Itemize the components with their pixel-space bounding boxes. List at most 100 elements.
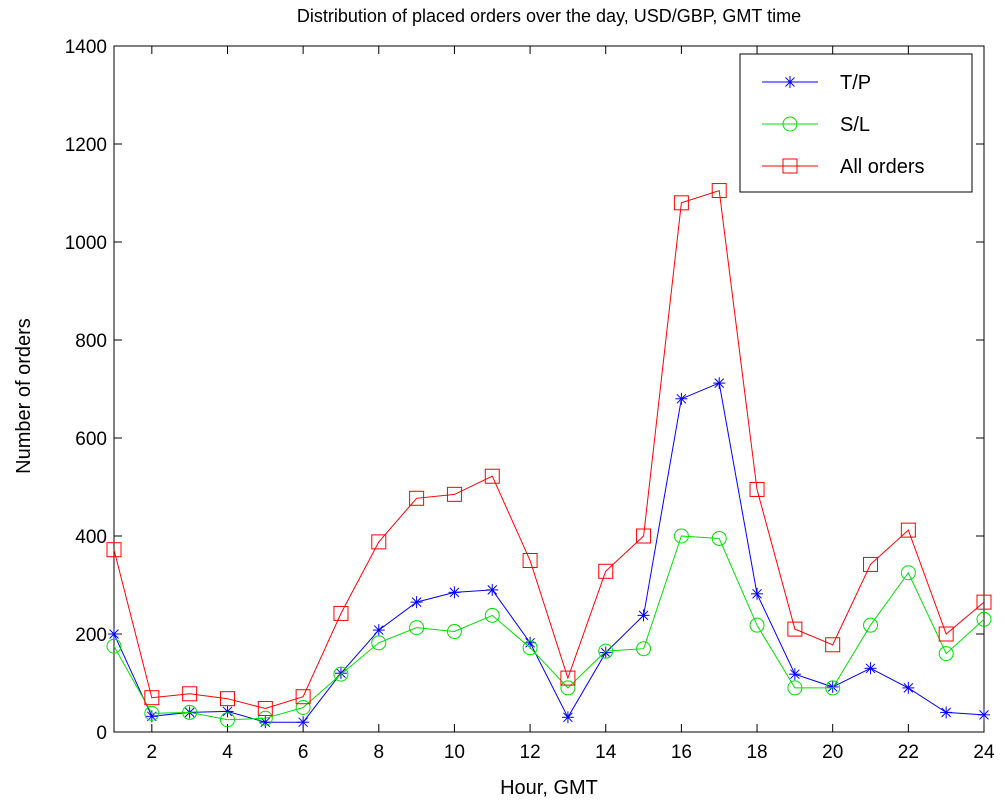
data-point [297,716,310,729]
data-point [334,667,347,680]
x-tick-label: 24 [973,742,995,763]
data-point [711,183,727,199]
data-point [863,617,879,633]
data-point [673,528,689,544]
data-point [598,563,614,579]
y-tick-label: 1400 [65,37,107,58]
x-tick-label: 18 [746,742,767,763]
chart-title: Distribution of placed orders over the d… [297,6,801,26]
legend-marker [782,158,798,174]
data-point [410,596,423,609]
data-point [863,556,879,572]
data-point [484,607,500,623]
data-point [221,705,234,718]
data-point [560,680,576,696]
data-point [976,594,992,610]
data-point [144,690,160,706]
y-tick-label: 800 [75,331,107,352]
series-line-0 [113,382,985,723]
data-point [788,668,801,681]
data-point [257,710,273,726]
data-point [182,686,198,702]
legend-entry-label: S/L [840,114,870,136]
data-point [825,680,841,696]
data-point [864,662,877,675]
x-tick-label: 4 [222,742,233,763]
legend-entry-label: T/P [840,72,871,94]
data-point [675,392,688,405]
x-tick-label: 6 [298,742,309,763]
data-point [106,638,122,654]
x-tick-label: 16 [671,742,692,763]
axes-box [113,45,985,733]
data-point [900,522,916,538]
data-point [673,195,689,211]
data-point [749,481,765,497]
data-point [713,377,726,390]
data-point [106,542,122,558]
data-point [333,666,349,682]
data-point [409,490,425,506]
data-point [371,635,387,651]
data-point [637,609,650,622]
data-point [976,611,992,627]
data-point [598,643,614,659]
y-tick-label: 0 [96,723,107,744]
data-point [144,705,160,721]
data-point [599,646,612,659]
data-point [446,624,462,640]
y-tick-label: 200 [75,625,107,646]
data-point [295,689,311,705]
data-point [787,680,803,696]
legend-entry-label: All orders [840,156,924,178]
data-point [219,712,235,728]
data-point [257,700,273,716]
data-point [522,640,538,656]
data-point [902,681,915,694]
x-tick-label: 22 [898,742,919,763]
y-tick-label: 600 [75,429,107,450]
x-tick-label: 12 [520,742,541,763]
data-point [940,706,953,719]
data-point [446,486,462,502]
data-point [448,586,461,599]
legend: T/P S/L All orders [739,53,973,193]
data-point [409,620,425,636]
data-point [219,691,235,707]
legend-marker [782,116,798,132]
x-tick-label: 2 [147,742,158,763]
data-point [978,708,990,721]
data-point [560,670,576,686]
data-point [524,636,537,649]
data-point [108,628,120,640]
data-point [787,621,803,637]
data-point [711,530,727,546]
legend-box [739,53,973,193]
data-point [636,641,652,657]
plot-area: 2 4 6 8 10 12 14 16 18 20 22 2402004006008001000120… [65,37,995,763]
series-line-1 [113,535,985,721]
x-tick-label: 8 [373,742,384,763]
data-point [825,637,841,653]
y-tick-label: 1200 [65,135,107,156]
data-point [938,626,954,642]
y-tick-label: 400 [75,527,107,548]
data-point [486,583,499,596]
data-point [938,646,954,662]
x-tick-label: 20 [822,742,843,763]
y-axis-label: Number of orders [13,318,35,474]
data-point [751,587,764,600]
data-point [484,468,500,484]
x-tick-label: 14 [595,742,617,763]
y-tick-label: 1000 [65,233,107,254]
data-point [636,528,652,544]
data-point [900,565,916,581]
data-point [182,704,198,720]
data-point [749,617,765,633]
data-point [561,711,574,724]
data-point [522,553,538,568]
data-point [333,605,349,621]
x-axis-label: Hour, GMT [500,777,598,799]
series-line-2 [113,189,985,710]
